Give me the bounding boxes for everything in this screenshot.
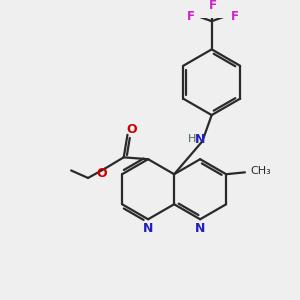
Text: O: O	[127, 123, 137, 136]
Text: N: N	[143, 222, 153, 235]
Text: N: N	[195, 133, 206, 146]
Text: H: H	[188, 134, 196, 145]
Text: F: F	[230, 10, 238, 23]
Text: F: F	[187, 10, 195, 23]
Text: F: F	[208, 0, 217, 12]
Text: N: N	[195, 222, 205, 235]
Text: CH₃: CH₃	[250, 167, 271, 176]
Text: O: O	[96, 167, 106, 180]
